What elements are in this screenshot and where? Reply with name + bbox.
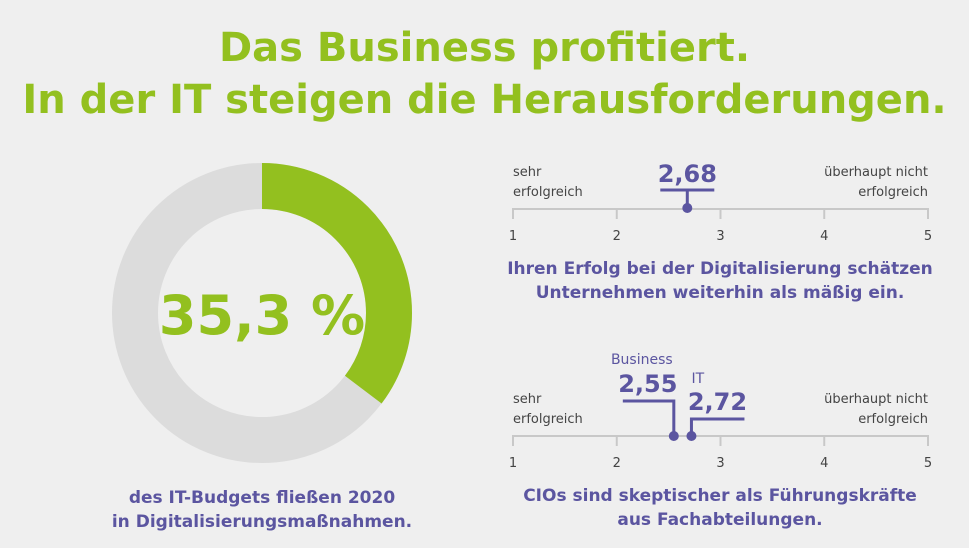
scale2-tick-label: 2	[613, 456, 621, 471]
headline-line-1: Das Business profitiert.	[218, 25, 751, 71]
scale2-right-label: überhaupt nicht	[824, 392, 928, 407]
donut-value-segment	[112, 163, 412, 463]
donut-caption: des IT-Budgets fließen 2020 in Digitalis…	[62, 486, 462, 534]
scale1-tick-label: 2	[613, 229, 621, 244]
scale1-caption: Ihren Erfolg bei der Digitalisierung sch…	[490, 257, 950, 305]
scale1-tick-label: 1	[509, 229, 517, 244]
scale2-business-leader	[622, 399, 676, 435]
scale2-caption-line-2: aus Fachabteilungen.	[617, 510, 823, 530]
scale2-right-label: erfolgreich	[858, 412, 928, 427]
scale2-it-name: IT	[691, 371, 704, 387]
donut-center-label: 35,3 %	[159, 284, 365, 347]
scale2-left-label: sehr	[513, 392, 542, 407]
scale1-caption-line-2: Unternehmen weiterhin als mäßig ein.	[535, 283, 905, 303]
headline-line-2: In der IT steigen die Herausforderungen.	[22, 77, 947, 123]
scale2-tick-label: 1	[509, 456, 517, 471]
scale2-tick-label: 4	[820, 456, 828, 471]
donut-caption-line-2: in Digitalisierungsmaßnahmen.	[111, 512, 413, 532]
scale2-business-point	[668, 431, 679, 441]
donut-caption-line-1: des IT-Budgets fließen 2020	[128, 488, 396, 508]
scale2-caption-line-1: CIOs sind skeptischer als Führungskräfte	[523, 486, 917, 506]
scale1-caption-line-1: Ihren Erfolg bei der Digitalisierung sch…	[507, 259, 933, 279]
scale2-it-leader	[689, 417, 745, 435]
scale2-caption: CIOs sind skeptischer als Führungskräfte…	[490, 484, 950, 532]
scale1-right-label: erfolgreich	[858, 185, 928, 200]
scale1-right-label: überhaupt nicht	[824, 165, 928, 180]
scale1-tick-label: 3	[716, 229, 724, 244]
scale2-business-value: 2,55	[618, 370, 677, 398]
scale2-tick-label: 5	[924, 456, 932, 471]
scale1-left-label: erfolgreich	[513, 185, 583, 200]
scale2-it-value: 2,72	[688, 388, 747, 416]
scale2-it-point	[686, 431, 697, 441]
scale1-data-point	[682, 203, 693, 213]
scale2-tick-label: 3	[716, 456, 724, 471]
scale2-business-name: Business	[611, 352, 673, 368]
scale1-tick-label: 5	[924, 229, 932, 244]
scale2-left-label: erfolgreich	[513, 412, 583, 427]
scale1-left-label: sehr	[513, 165, 542, 180]
scale1-tick-label: 4	[820, 229, 828, 244]
scale1-value-label: 2,68	[658, 160, 717, 188]
